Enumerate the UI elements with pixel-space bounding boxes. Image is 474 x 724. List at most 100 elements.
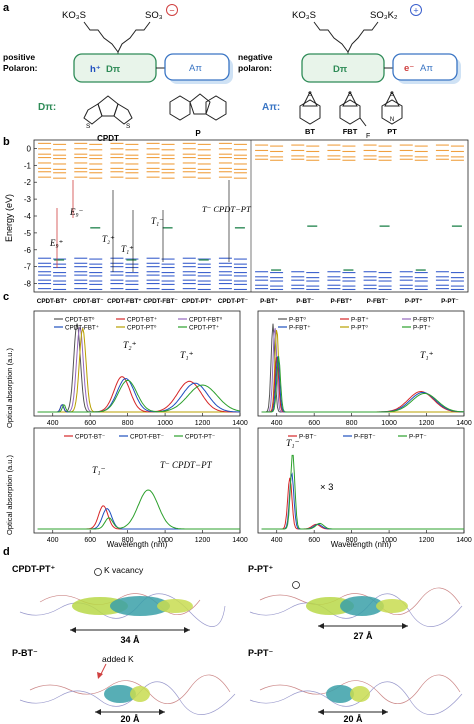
panel-c-legends: CPDT-BT⁰ CPDT-BT⁺ CPDT-FBT⁰ CPDT-FBT⁺ CPDT-P… <box>54 317 434 441</box>
cpdt-name: CPDT <box>97 134 119 143</box>
orbital-p-pt-minus: P-PT⁻ 20 Å <box>248 648 463 724</box>
c-xtick-label: 400 <box>47 420 59 427</box>
pt-s: S <box>390 92 394 98</box>
c-curve <box>37 489 240 530</box>
b-ytick-label: -1 <box>24 161 32 170</box>
c-curve <box>37 376 240 413</box>
b-ytick-label: -3 <box>24 195 32 204</box>
peak-t1-plus-right: T₁⁺ <box>420 351 434 361</box>
tl-title: CPDT-PT⁺ <box>12 564 56 574</box>
bl-note: added K <box>102 654 134 664</box>
c-curve <box>37 508 240 530</box>
acceptor-label: Aπ <box>189 63 202 74</box>
t1-plus-label: T₁⁺ <box>121 244 134 254</box>
electron-label: e⁻ <box>404 63 414 74</box>
donor-label: Dπ <box>106 64 121 75</box>
b-ytick-label: -8 <box>24 280 32 289</box>
c-xtick-label: 1400 <box>232 420 248 427</box>
c-legend-label: P-FBT⁰ <box>413 317 434 324</box>
p-structure <box>169 93 227 121</box>
c-xtick-label: 800 <box>122 537 134 544</box>
tr-title: P-PT⁺ <box>248 564 274 574</box>
positive-polaron-scheme: KO₃S SO₃ − positive Polaron: h⁺ Dπ Aπ <box>3 4 233 84</box>
tl-note: K vacancy <box>104 565 144 575</box>
c-legend-label: P-FBT⁻ <box>354 434 376 441</box>
c-legend-label: CPDT-BT⁺ <box>127 317 157 324</box>
c-legend-label: CPDT-BT⁻ <box>75 434 105 441</box>
c-legend-label: CPDT-PT⁻ <box>185 434 215 441</box>
c-xtick-label: 1000 <box>157 537 173 544</box>
acceptor-box-right <box>392 53 458 81</box>
b-category-label: P-PT⁺ <box>405 298 423 305</box>
c-legend-label: P-PT⁰ <box>351 325 368 332</box>
plot-cpdt-minus-frame <box>33 427 241 534</box>
panel-b-category-labels: CPDT-BT⁺ CPDT-BT⁻ CPDT-FBT⁺ CPDT-FBT⁻ CPDT-P… <box>37 298 459 305</box>
c-legend-label: P-BT⁺ <box>351 317 369 324</box>
peak-t1-plus-left: T₁⁺ <box>180 351 194 361</box>
acceptor-box <box>164 53 230 81</box>
c-xtick-label: 400 <box>47 537 59 544</box>
panel-c-ticks: 400 600 800 1000 1200 1400 400 600 800 1000 1200 14… <box>47 413 472 544</box>
c-curve <box>261 356 465 413</box>
c-legend-label: P-PT⁻ <box>409 434 427 441</box>
panel-c-curves <box>37 323 465 530</box>
negative-label-1: negative <box>238 52 273 62</box>
b-category-label: CPDT-FBT⁺ <box>107 298 141 305</box>
c-xtick-label: 1200 <box>419 420 435 427</box>
c-curve <box>37 323 240 413</box>
panel-c-xlabel-right: Wavelength (nm) <box>331 540 392 549</box>
right-charge: + <box>413 6 418 16</box>
pt-structure <box>381 90 403 125</box>
b-category-label: P-BT⁺ <box>260 298 278 305</box>
panel-c-ylabel-bottom: Optical absorption (a.u.) <box>5 454 14 535</box>
dpi-key: Dπ: <box>38 102 56 113</box>
pt-n: N <box>390 117 394 123</box>
b-category-label: CPDT-BT⁻ <box>73 298 104 305</box>
panel-d: d CPDT-PT⁺ K vacancy 34 Å P-PT⁺ <box>3 546 463 724</box>
c-xtick-label: 600 <box>84 537 96 544</box>
c-xtick-label: 1200 <box>195 420 211 427</box>
right-kso3s: KO₃S <box>292 10 316 21</box>
c-curve <box>37 378 241 413</box>
c-xtick-label: 400 <box>271 537 283 544</box>
fbt-f: F <box>366 133 370 140</box>
c-curve <box>261 477 464 530</box>
peak-t2-plus: T₂⁺ <box>123 341 137 351</box>
c-curve <box>37 379 241 413</box>
fbt-s: S <box>348 92 352 98</box>
panel-b-label: b <box>3 136 10 148</box>
c-xtick-label: 800 <box>346 537 358 544</box>
b-category-label: P-FBT⁻ <box>367 298 389 305</box>
c-curve <box>261 356 464 413</box>
plot-cpdt-plus-frame <box>33 310 241 417</box>
c-curve <box>261 454 464 530</box>
negative-charge-circle <box>166 4 178 16</box>
panel-c-xlabel-left: Wavelength (nm) <box>107 540 168 549</box>
c-legend-label: CPDT-PT⁺ <box>189 325 219 332</box>
c-legend-label: CPDT-PT⁰ <box>127 325 157 332</box>
c-curve <box>261 357 464 413</box>
peak-t1-minus-right: T₁⁻ <box>286 439 300 449</box>
bt-s: S <box>308 92 312 98</box>
positive-charge-circle <box>410 4 422 16</box>
orbital-cpdt-pt-plus: CPDT-PT⁺ K vacancy 34 Å <box>12 564 226 645</box>
cpdt-s-right: S <box>126 123 131 130</box>
acceptor-label-right: Aπ <box>420 63 433 74</box>
c-xtick-label: 1000 <box>381 537 397 544</box>
right-so3k2: SO₃K₂ <box>370 10 398 21</box>
plot-p-plus-frame <box>257 310 465 417</box>
plot-p-minus-frame <box>257 427 465 534</box>
bt-name: BT <box>305 127 315 136</box>
panel-d-label: d <box>3 546 10 558</box>
donor-label-right: Dπ <box>333 64 348 75</box>
api-key: Aπ: <box>262 102 280 113</box>
left-so3: SO₃ <box>145 10 163 21</box>
b-category-label: P-PT⁻ <box>441 298 459 305</box>
fbt-structure <box>339 90 367 127</box>
panel-b: b Energy (eV) 0 -1 -2 -3 -4 -5 -6 -7 -8 CPDT-BT⁺… <box>3 136 469 305</box>
c-xtick-label: 400 <box>271 420 283 427</box>
c-legend-label: P-BT⁻ <box>299 434 317 441</box>
c-xtick-label: 1000 <box>157 420 173 427</box>
panel-a: a KO₃S SO₃ − positive Polaron: h⁺ Dπ Aπ … <box>3 2 461 143</box>
